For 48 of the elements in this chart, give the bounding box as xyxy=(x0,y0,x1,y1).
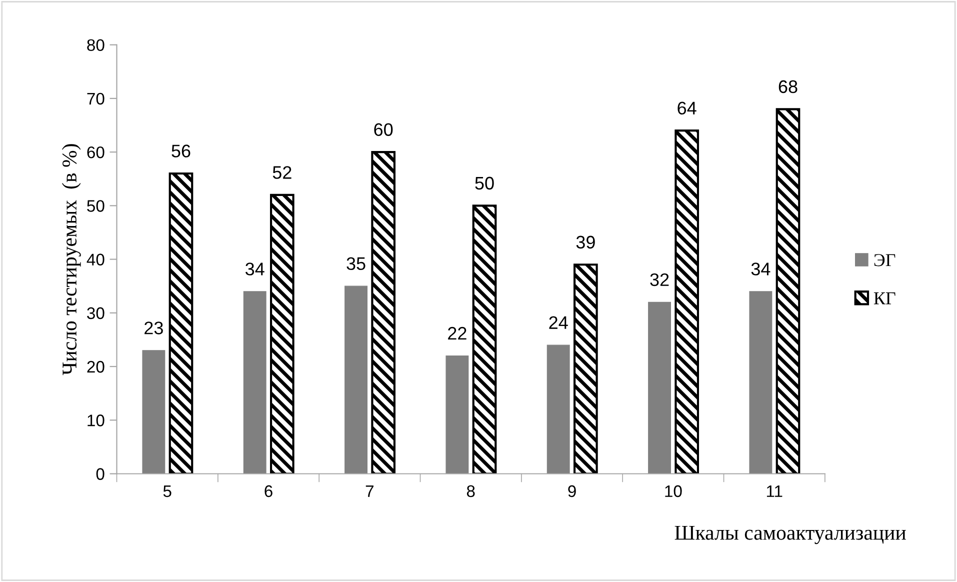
data-label: 34 xyxy=(245,262,264,276)
y-tick-label: 20 xyxy=(87,360,104,373)
y-tick-label: 0 xyxy=(96,468,104,480)
bar xyxy=(573,264,598,474)
y-tick-label: 50 xyxy=(87,200,104,212)
x-tick-label: 9 xyxy=(568,485,576,498)
bar xyxy=(648,302,671,474)
bar xyxy=(344,286,368,474)
x-tick-label: 8 xyxy=(466,485,475,498)
bar xyxy=(749,291,772,474)
bar xyxy=(371,151,396,474)
y-tick-label: 70 xyxy=(87,92,104,105)
bar xyxy=(472,204,497,474)
x-axis-title: Шкалы самоактуализации xyxy=(674,526,906,544)
data-label: 24 xyxy=(549,316,568,329)
y-tick-label: 60 xyxy=(87,146,104,158)
y-tick-label: 10 xyxy=(88,414,104,426)
bar xyxy=(142,350,166,474)
x-tick-label: 7 xyxy=(366,485,374,497)
y-axis-title: Число тестируемых (в %) xyxy=(62,144,81,376)
bar xyxy=(674,130,700,474)
bar xyxy=(776,108,800,474)
bar xyxy=(546,344,570,474)
bar xyxy=(243,291,266,474)
y-tick-label: 30 xyxy=(87,307,104,320)
y-tick-label: 80 xyxy=(87,39,104,52)
bar xyxy=(270,194,294,474)
legend-label: КГ xyxy=(874,292,896,304)
data-label: 23 xyxy=(144,322,163,334)
data-label: 60 xyxy=(374,123,393,136)
data-label: 50 xyxy=(475,176,494,190)
data-label: 35 xyxy=(346,257,366,270)
data-label: 56 xyxy=(172,144,190,158)
data-label: 32 xyxy=(650,273,669,286)
x-tick-label: 6 xyxy=(264,485,272,498)
legend-label: ЭГ xyxy=(874,254,896,266)
data-label: 34 xyxy=(751,262,770,276)
data-label: 64 xyxy=(678,102,696,115)
bar xyxy=(446,355,469,474)
x-tick-label: 5 xyxy=(163,485,172,498)
bar xyxy=(168,172,194,474)
data-label: 22 xyxy=(448,326,466,340)
data-label: 68 xyxy=(778,80,798,94)
x-tick-label: 10 xyxy=(665,485,682,498)
y-tick-label: 40 xyxy=(86,254,104,266)
data-label: 52 xyxy=(272,166,292,179)
x-tick-label: 11 xyxy=(766,485,782,497)
data-label: 39 xyxy=(576,236,595,249)
